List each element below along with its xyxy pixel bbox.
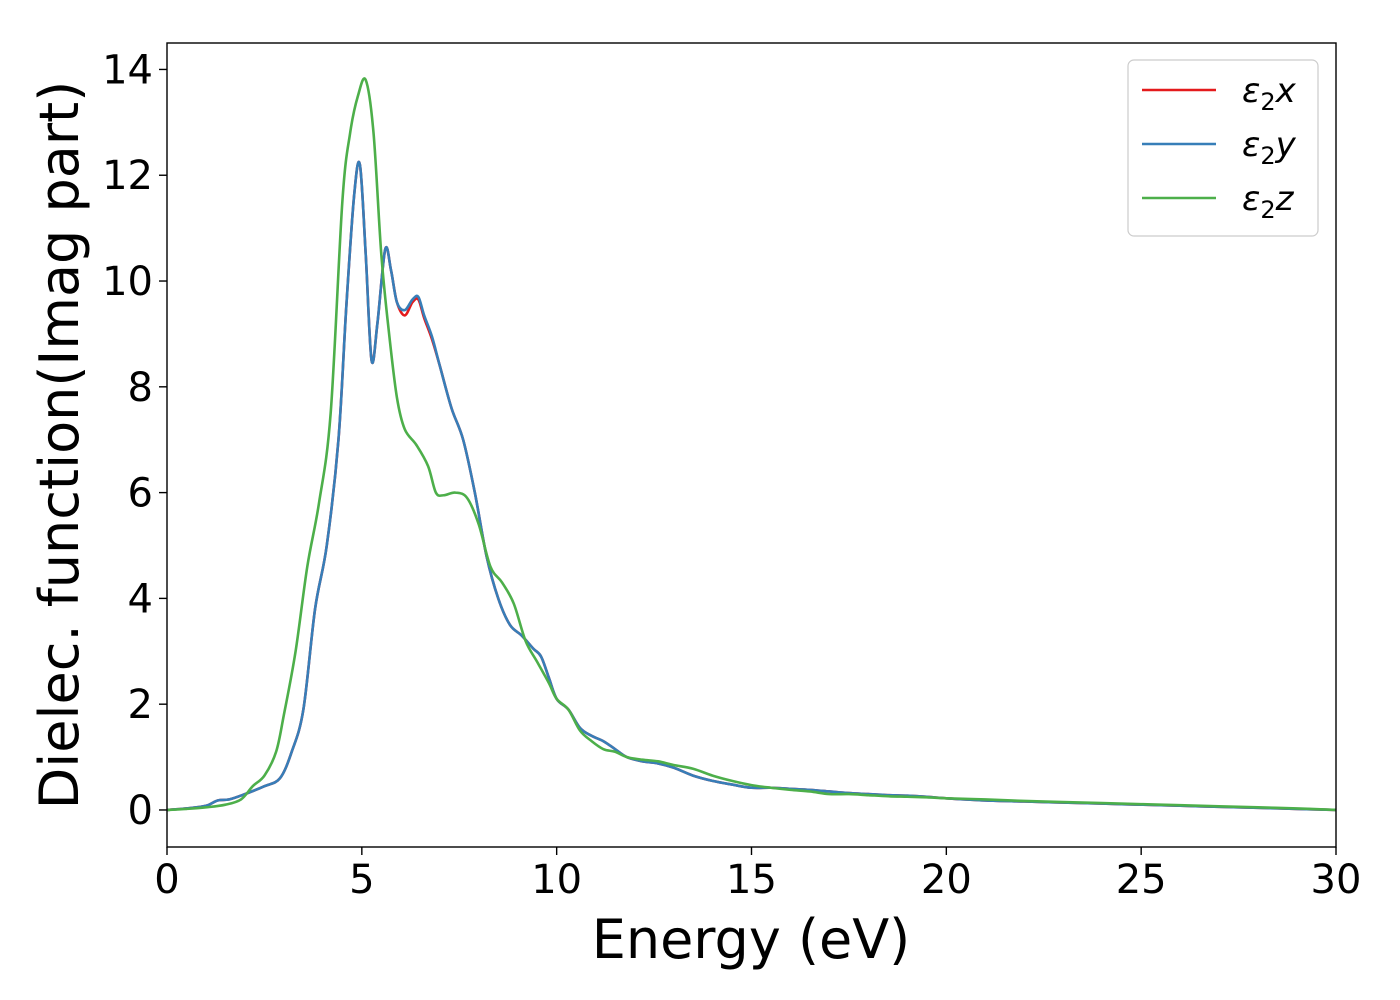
y-tick-label: 0 — [128, 788, 153, 834]
x-tick-label: 10 — [531, 857, 582, 903]
y-tick-label: 10 — [102, 259, 153, 305]
y-axis-ticks: 0 2 4 6 8 10 12 14 — [102, 47, 167, 834]
x-tick-label: 0 — [154, 857, 179, 903]
legend-label-z: ε2z — [1242, 179, 1295, 224]
y-tick-label: 2 — [128, 682, 153, 728]
x-tick-label: 25 — [1116, 857, 1167, 903]
y-tick-label: 12 — [102, 153, 153, 199]
x-axis-ticks: 0 5 10 15 20 25 30 — [154, 847, 1361, 903]
y-tick-label: 8 — [128, 365, 153, 411]
y-tick-label: 6 — [128, 471, 153, 517]
x-tick-label: 5 — [349, 857, 374, 903]
legend-label-x: ε2x — [1242, 71, 1297, 116]
y-tick-label: 4 — [128, 576, 153, 622]
plot-lines — [166, 77, 1337, 812]
legend: ε2x ε2y ε2z — [1127, 59, 1319, 237]
x-tick-label: 20 — [921, 857, 972, 903]
series-line-z — [166, 77, 1337, 812]
x-axis-title: Energy (eV) — [592, 908, 911, 971]
y-axis-title: Dielec. function(Imag part) — [28, 81, 91, 810]
y-tick-label: 14 — [102, 47, 153, 93]
legend-box — [1127, 59, 1319, 237]
x-tick-label: 30 — [1311, 857, 1362, 903]
x-tick-label: 15 — [726, 857, 777, 903]
legend-label-y: ε2y — [1242, 125, 1297, 170]
